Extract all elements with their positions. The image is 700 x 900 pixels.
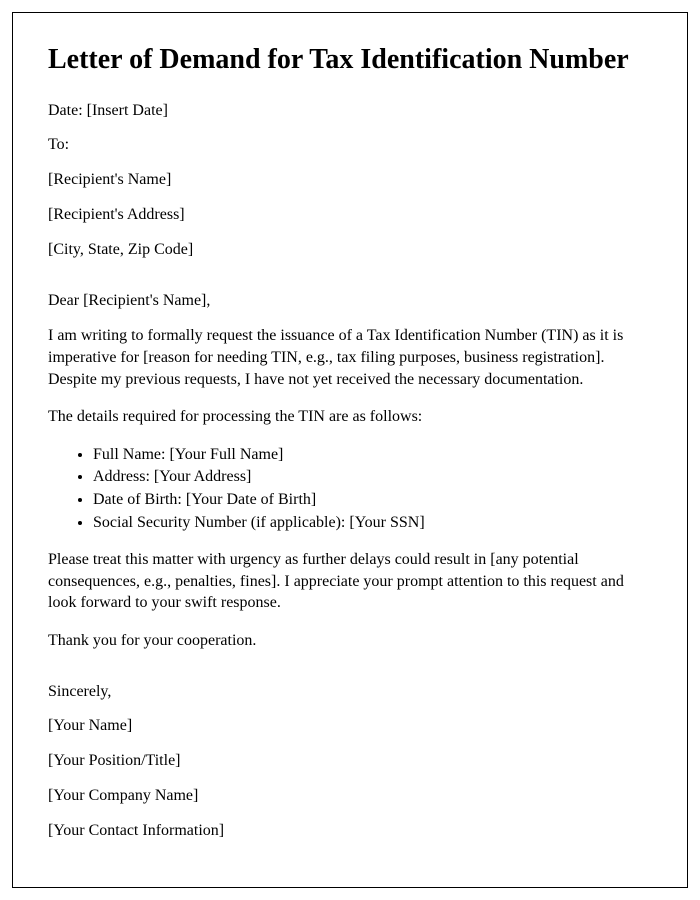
recipient-name: [Recipient's Name]	[48, 170, 652, 191]
recipient-address: [Recipient's Address]	[48, 205, 652, 226]
body-paragraph-3: Please treat this matter with urgency as…	[48, 549, 652, 614]
page-title: Letter of Demand for Tax Identification …	[48, 43, 652, 77]
detail-item: Date of Birth: [Your Date of Birth]	[93, 489, 652, 511]
details-list: Full Name: [Your Full Name] Address: [Yo…	[93, 444, 652, 533]
detail-item: Address: [Your Address]	[93, 466, 652, 488]
date-line: Date: [Insert Date]	[48, 101, 652, 122]
salutation: Dear [Recipient's Name],	[48, 291, 652, 312]
to-label: To:	[48, 135, 652, 156]
sender-position: [Your Position/Title]	[48, 751, 652, 772]
body-paragraph-1: I am writing to formally request the iss…	[48, 325, 652, 390]
body-paragraph-2: The details required for processing the …	[48, 406, 652, 428]
sender-contact: [Your Contact Information]	[48, 821, 652, 842]
recipient-city-state-zip: [City, State, Zip Code]	[48, 240, 652, 261]
body-paragraph-4: Thank you for your cooperation.	[48, 630, 652, 652]
detail-item: Full Name: [Your Full Name]	[93, 444, 652, 466]
detail-item: Social Security Number (if applicable): …	[93, 512, 652, 534]
closing: Sincerely,	[48, 682, 652, 703]
letter-page: Letter of Demand for Tax Identification …	[12, 12, 688, 888]
sender-name: [Your Name]	[48, 716, 652, 737]
sender-company: [Your Company Name]	[48, 786, 652, 807]
